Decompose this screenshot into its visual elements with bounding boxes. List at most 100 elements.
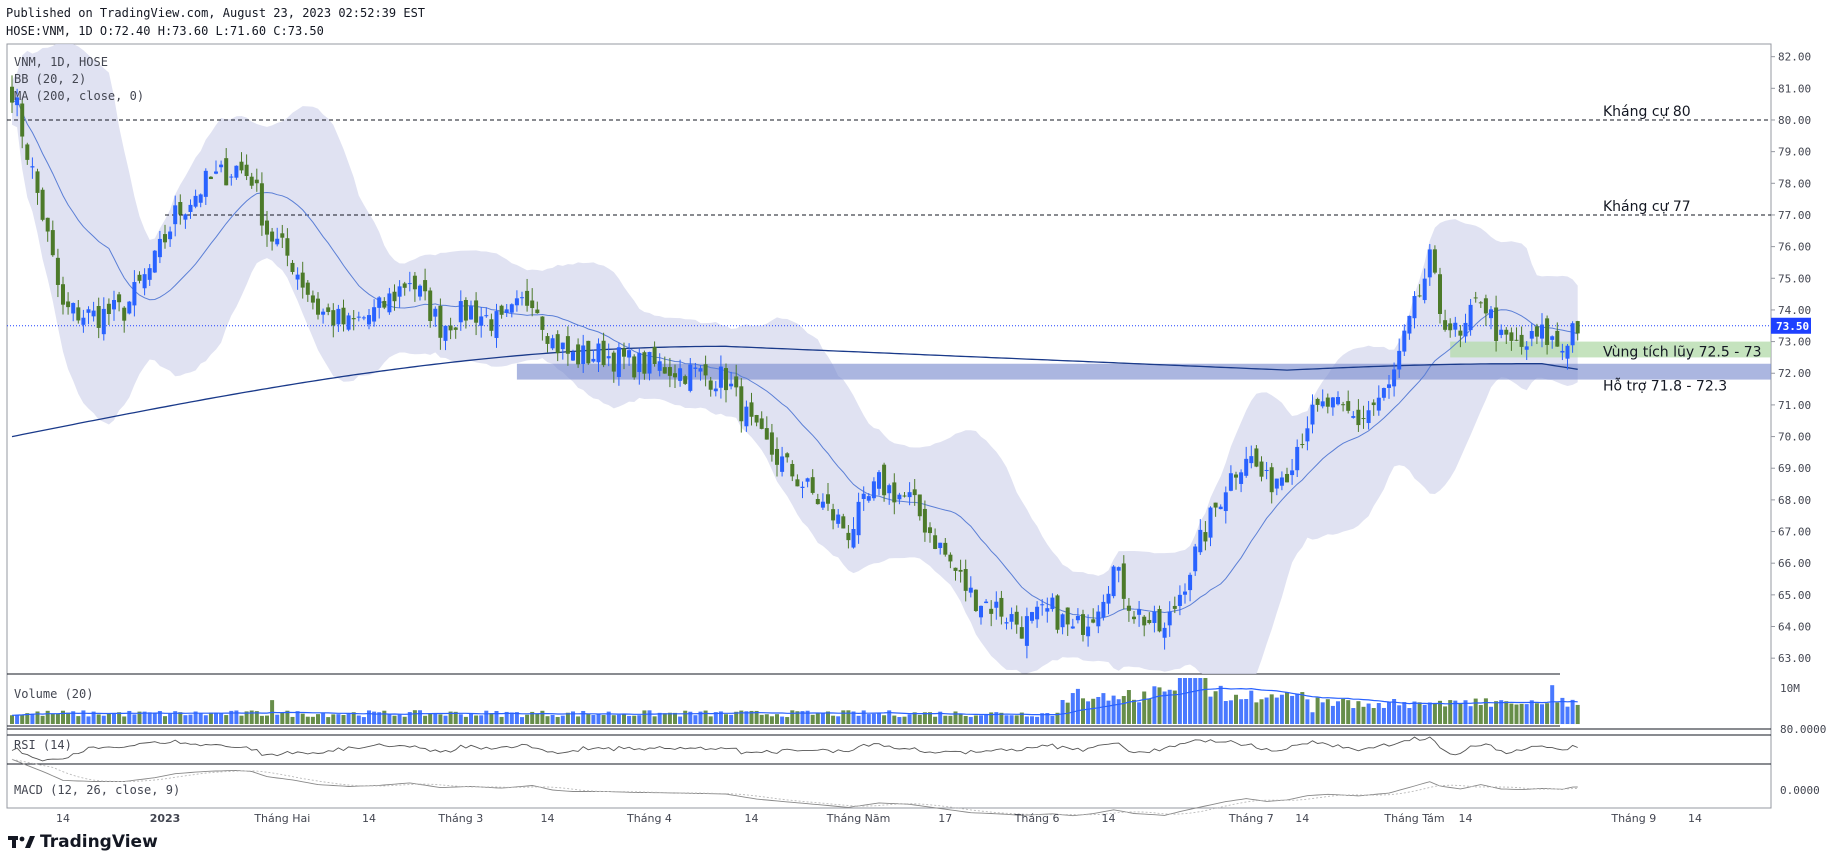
price-tick-label: 65.00 [1778,589,1811,602]
candle [1259,456,1264,482]
candle [627,343,632,366]
candle [300,261,305,299]
candle-body [688,364,693,391]
candle-body [1126,605,1131,611]
candle [718,355,723,399]
volume-bar [1019,712,1024,724]
volume-bar [836,716,841,724]
candle-body [994,601,999,608]
volume-bar [35,711,40,724]
candle-body [407,283,412,285]
candle [1371,399,1376,416]
candle [545,333,550,353]
candle [509,303,514,318]
candle-body [810,477,815,493]
candle-body [351,318,356,320]
candle [112,290,116,321]
volume-bar [10,715,14,724]
candle [1106,586,1111,615]
volume-bar [1376,703,1381,724]
volume-bar [1483,698,1488,724]
volume-bar [968,716,973,724]
candle-body [606,356,611,359]
candle-body [66,301,71,308]
volume-bar [433,713,438,724]
volume-bar [1279,694,1284,724]
volume-bar [244,711,249,724]
price-tick-label: 66.00 [1778,557,1811,570]
candle-body [938,542,943,549]
candle-body [1259,461,1264,477]
candle [1509,327,1514,351]
volume-bar [275,714,280,724]
volume-bar [1254,702,1259,724]
volume-bar [892,715,897,724]
volume-bar [999,712,1004,724]
candle-body [25,144,30,160]
candle [40,187,45,222]
candle [729,371,734,390]
candle-body [1448,323,1453,331]
volume-bar [377,712,382,724]
candle [1351,411,1356,419]
candle [1024,607,1029,659]
resistance-label: Kháng cự 80 [1603,104,1691,120]
price-tick-label: 67.00 [1778,526,1811,539]
candle [290,259,295,275]
candle-body [999,597,1004,617]
candle-body [499,305,504,315]
volume-bar [173,711,178,724]
candle [1336,391,1340,406]
candle-body [484,315,489,317]
candle-body [1239,472,1244,484]
volume-bar [152,713,157,724]
volume-bar [565,712,570,724]
candle [708,376,713,397]
volume-bar [1494,701,1499,724]
candle [280,224,285,249]
candle-body [856,501,861,536]
volume-bar [907,714,912,724]
candle [137,271,142,284]
candle-body [50,230,55,256]
candle-body [1575,321,1580,334]
volume-bar [1050,715,1055,724]
candle-body [1565,345,1570,359]
candle-body [198,194,203,203]
volume-bar [1234,694,1238,724]
candle [764,416,769,440]
volume-bar [76,716,81,724]
candle-body [265,220,269,235]
price-chart[interactable]: Kháng cự 80 Kháng cự 77 Vùng tích lũy 72.5… [0,0,1828,830]
volume-bar [902,716,907,724]
candle [1228,465,1233,492]
candle [1376,385,1381,416]
candle [489,313,494,337]
tradingview-logo-text: TradingView [40,832,158,852]
volume-bar [1489,706,1493,724]
volume-bar [463,716,468,724]
volume-bar [489,713,494,724]
candle-body [117,294,122,303]
volume-bar [662,713,667,724]
volume-bar [1004,715,1009,724]
volume-bar [341,715,346,724]
volume-bar [1381,707,1386,724]
candle-body [525,290,530,306]
candle [336,304,341,332]
candle [463,297,468,329]
candle-body [841,516,846,529]
candle [1310,394,1315,434]
volume-bar [581,710,586,724]
candle [917,494,922,521]
candle [1223,486,1228,524]
candle-body [183,214,188,220]
candle-body [91,310,96,317]
volume-bar [1091,698,1096,724]
volume-bar [1290,695,1295,724]
candle [1412,291,1417,329]
candle-body [152,250,157,273]
candle [1014,605,1019,634]
candle-body [387,293,392,313]
candle [622,342,626,370]
